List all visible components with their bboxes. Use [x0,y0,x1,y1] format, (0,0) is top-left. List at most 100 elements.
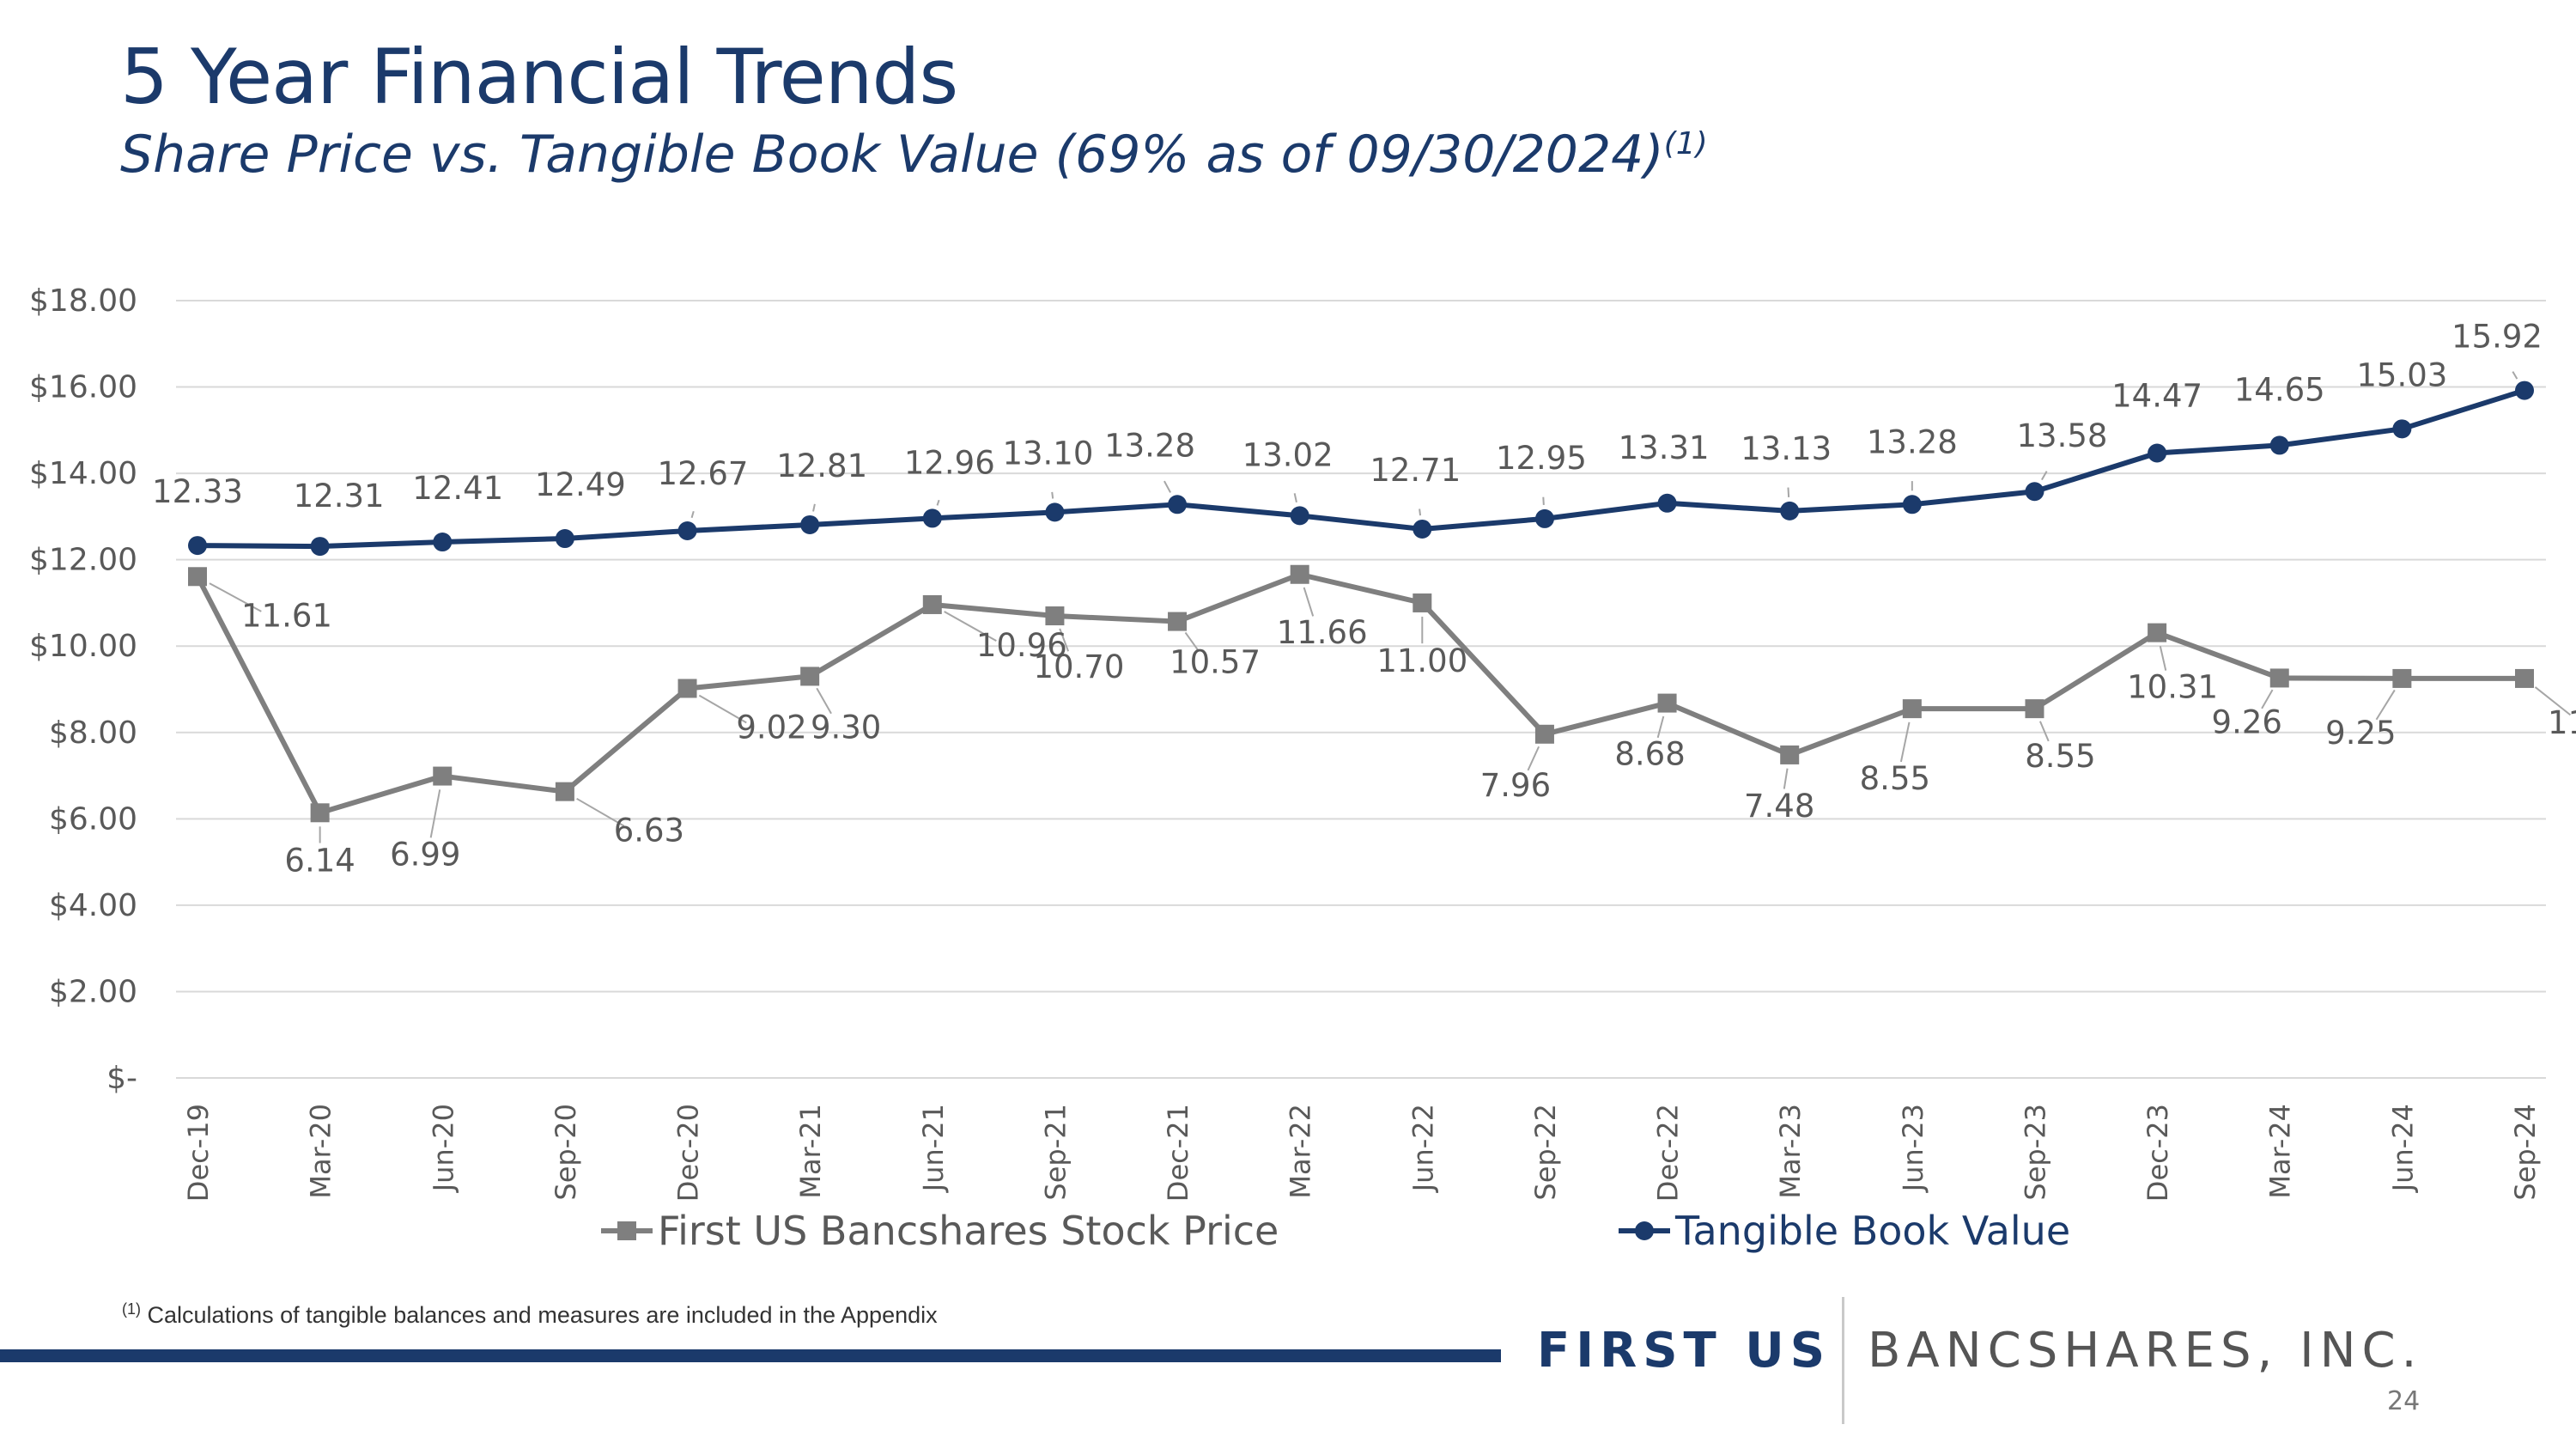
label-leader [576,797,625,827]
tangible-book-value-data-label: 15.92 [2451,319,2543,356]
label-leader [812,503,816,512]
tangible-book-value-data-label: 13.28 [1867,423,1958,460]
label-leader [429,789,441,838]
label-leader [1783,768,1789,789]
x-tick-label: Jun-24 [2386,1104,2419,1193]
stock-price-marker [2515,668,2534,688]
tangible-book-value-marker [1045,502,1065,522]
tangible-book-value-data-label: 12.71 [1370,452,1461,489]
brand-name-rest: BANCSHARES, INC. [1868,1323,2423,1379]
tangible-book-value-marker [800,514,820,534]
label-leader [1787,487,1790,497]
stock-price-marker [1290,564,1309,584]
tangible-book-value-data-label: 12.31 [294,478,385,514]
page-subtitle: Share Price vs. Tangible Book Value (69%… [120,126,1708,181]
y-tick-label: $6.00 [49,801,137,837]
stock-price-marker [433,766,453,786]
tangible-book-value-data-label: 12.41 [412,470,503,507]
label-leader [690,510,695,519]
tangible-book-value-data-label: 12.33 [152,473,243,510]
label-leader-lines [209,371,2572,843]
tangible-book-value-data-label: 12.49 [535,466,626,503]
footnote-marker: (1) [122,1300,141,1318]
series-lines [195,387,2525,816]
x-tick-label: Sep-24 [2509,1104,2542,1201]
stock-price-marker [800,667,820,686]
x-tick-label: Mar-24 [2264,1104,2297,1199]
tangible-book-value-marker [2515,381,2534,400]
tangible-book-value-marker [188,536,207,556]
tangible-book-value-data-label: 13.31 [1619,429,1710,466]
label-leader [944,611,997,642]
y-tick-label: $16.00 [29,370,137,405]
tangible-book-value-marker [2392,419,2412,439]
x-tick-label: Mar-22 [1285,1104,1317,1199]
x-tick-label: Sep-23 [2019,1104,2051,1201]
tangible-book-value-data-label: 13.02 [1242,436,1334,473]
label-leader [1899,721,1911,763]
x-tick-label: Dec-20 [672,1104,705,1202]
tangible-book-value-data-label: 13.10 [1002,435,1093,472]
stock-price-data-label: 9.26 [2212,703,2282,740]
x-tick-label: Dec-22 [1652,1104,1685,1202]
tangible-book-value-data-label: 12.67 [658,455,749,492]
tangible-book-value-marker [2148,443,2167,463]
stock-price-data-label: 10.31 [2127,669,2218,706]
y-tick-label: $8.00 [49,715,137,751]
tangible-book-value-marker [1780,501,1800,521]
stock-price-data-label: 11.05 [2548,704,2576,741]
x-tick-label: Dec-21 [1162,1104,1194,1202]
stock-price-marker [1168,612,1188,631]
x-tick-label: Sep-21 [1039,1104,1072,1201]
stock-price-marker [188,567,207,587]
x-tick-label: Jun-23 [1897,1104,1929,1193]
label-leader [1656,715,1665,739]
stock-price-marker [677,679,697,698]
tangible-book-value-marker [2025,482,2044,502]
tangible-book-value-marker [1413,519,1432,539]
stock-price-marker [922,594,942,614]
subtitle-footnote-marker: (1) [1663,126,1708,161]
label-leader [1184,631,1199,651]
tangible-book-value-marker [1168,495,1188,514]
stock-price-marker [1534,724,1554,744]
page-title: 5 Year Financial Trends [120,33,958,121]
stock-price-data-label: 10.57 [1170,644,1261,681]
y-tick-label: $- [106,1061,137,1096]
x-tick-label: Sep-22 [1529,1104,1562,1201]
brand-divider [1842,1297,1844,1424]
footnote-text: Calculations of tangible balances and me… [147,1302,938,1328]
label-leader [1059,628,1070,652]
legend-label: First US Bancshares Stock Price [658,1208,1279,1254]
tangible-book-value-marker [1657,493,1677,513]
footer-bar [0,1349,1501,1362]
tangible-book-value-marker [555,529,574,549]
tangible-book-value-data-label: 12.96 [904,444,995,481]
x-tick-label: Mar-21 [794,1104,827,1199]
tangible-book-value-marker [2269,435,2289,455]
stock-price-marker [1657,693,1677,713]
stock-price-data-label: 6.99 [390,837,460,874]
tangible-book-value-data-label: 13.28 [1104,427,1195,464]
tangible-book-value-marker [1902,495,1922,514]
stock-price-marker [2269,668,2289,688]
tangible-book-value-data-label: 15.03 [2356,356,2447,393]
stock-price-data-label: 6.63 [614,813,684,849]
stock-price-line [195,571,2524,816]
x-tick-label: Dec-19 [182,1104,215,1202]
x-axis: Dec-19 Mar-20 Jun-20 Sep-20 Dec-20 Mar-21 Jun-… [182,1104,2542,1202]
stock-price-marker [2392,668,2412,688]
subtitle-text: Share Price vs. Tangible Book Value (69%… [120,125,1664,185]
stock-price-data-label: 11.61 [241,597,332,634]
label-leader [2261,689,2274,709]
tangible-book-value-marker [677,521,697,540]
label-leader [2040,471,2048,481]
y-tick-label: $4.00 [49,888,137,923]
x-tick-label: Jun-21 [917,1104,950,1193]
y-tick-label: $14.00 [29,456,137,491]
label-leader [2159,645,2167,671]
stock-price-data-label: 9.25 [2325,715,2396,752]
y-axis: $- $2.00 $4.00 $6.00 $8.00 $10.00 $12.00 $14.00… [29,283,137,1096]
label-leader [2512,371,2518,380]
